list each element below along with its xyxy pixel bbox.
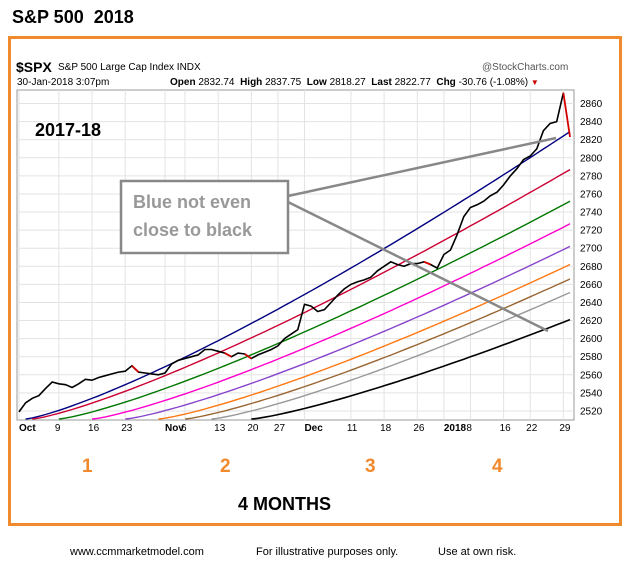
moving-average-line-4 bbox=[91, 223, 571, 420]
price-down-segment bbox=[423, 260, 431, 266]
x-tick-label: 2018 bbox=[444, 423, 467, 434]
plot-area bbox=[16, 89, 575, 421]
moving-average-line-9 bbox=[251, 318, 571, 420]
chart-description: S&P 500 Large Cap Index INDX bbox=[58, 62, 201, 73]
y-tick-label: 2800 bbox=[580, 153, 603, 164]
y-tick-label: 2780 bbox=[580, 171, 603, 182]
stockcharts-brand: @StockCharts.com bbox=[482, 62, 569, 73]
x-tick-label: 22 bbox=[526, 423, 538, 434]
arrow-to-blue bbox=[287, 136, 557, 198]
y-tick-label: 2760 bbox=[580, 189, 603, 200]
y-tick-label: 2620 bbox=[580, 316, 603, 327]
x-tick-label: 27 bbox=[274, 423, 286, 434]
y-tick-label: 2540 bbox=[580, 388, 603, 399]
x-tick-label: 13 bbox=[214, 423, 226, 434]
y-tick-label: 2840 bbox=[580, 117, 603, 128]
moving-average-line-7 bbox=[184, 278, 571, 420]
y-tick-label: 2680 bbox=[580, 262, 603, 273]
x-tick-label: 18 bbox=[380, 423, 392, 434]
period-label-3: 3 bbox=[365, 456, 376, 477]
x-tick-label: 11 bbox=[347, 423, 358, 434]
y-tick-label: 2580 bbox=[580, 352, 603, 363]
open-label: Open bbox=[170, 77, 196, 88]
callout-line-1: Blue not even bbox=[133, 192, 251, 212]
moving-average-line-6 bbox=[158, 263, 571, 420]
x-tick-label: 20 bbox=[247, 423, 259, 434]
x-tick-label: 29 bbox=[559, 423, 571, 434]
callout-line-2: close to black bbox=[133, 220, 253, 240]
moving-average-line-1 bbox=[25, 131, 571, 420]
chart-frame bbox=[8, 36, 622, 526]
y-tick-label: 2740 bbox=[580, 208, 603, 219]
chart-symbol: $SPX bbox=[16, 59, 52, 75]
arrow-to-black bbox=[287, 200, 549, 333]
callout-box bbox=[119, 179, 290, 255]
open-value: 2832.74 bbox=[198, 77, 235, 88]
price-down-segment bbox=[562, 92, 571, 138]
period-label-4: 4 bbox=[492, 456, 503, 477]
x-tick-label: 16 bbox=[500, 423, 512, 434]
high-value: 2837.75 bbox=[265, 77, 302, 88]
y-tick-label: 2720 bbox=[580, 226, 603, 237]
footer-site: www.ccmmarketmodel.com bbox=[70, 546, 204, 558]
chart-datetime: 30-Jan-2018 3:07pm bbox=[17, 77, 110, 88]
moving-average-line-5 bbox=[125, 245, 571, 420]
period-annotation: 2017-18 bbox=[35, 120, 101, 140]
x-tick-label: 8 bbox=[466, 423, 472, 434]
price-down-segment bbox=[244, 353, 252, 360]
footer-note-risk: Use at own risk. bbox=[438, 546, 517, 558]
x-tick-label: 6 bbox=[181, 423, 187, 434]
y-tick-label: 2640 bbox=[580, 298, 603, 309]
y-tick-label: 2860 bbox=[580, 99, 603, 110]
y-tick-label: 2520 bbox=[580, 406, 603, 417]
x-tick-label: 26 bbox=[413, 423, 425, 434]
x-tick-label: 16 bbox=[88, 423, 100, 434]
chg-value: -30.76 (-1.08%) bbox=[458, 77, 529, 88]
y-tick-label: 2660 bbox=[580, 280, 603, 291]
x-tick-label: Nov bbox=[165, 423, 184, 434]
chg-label: Chg bbox=[436, 77, 456, 88]
quote-bar: Open 2832.74 High 2837.75 Low 2818.27 La… bbox=[170, 77, 539, 88]
down-triangle-icon: ▼ bbox=[530, 78, 539, 87]
months-label: 4 MONTHS bbox=[238, 494, 332, 514]
y-tick-label: 2700 bbox=[580, 244, 603, 255]
y-tick-label: 2820 bbox=[580, 135, 603, 146]
price-down-segment bbox=[131, 365, 140, 373]
x-tick-label: Oct bbox=[19, 423, 36, 434]
price-line bbox=[18, 92, 565, 413]
x-tick-label: Dec bbox=[304, 423, 323, 434]
moving-average-line-3 bbox=[58, 200, 571, 420]
footer-note-illustrative: For illustrative purposes only. bbox=[256, 546, 399, 558]
last-label: Last bbox=[371, 77, 392, 88]
x-tick-label: 9 bbox=[55, 423, 61, 434]
period-label-2: 2 bbox=[220, 456, 231, 477]
y-tick-label: 2560 bbox=[580, 370, 603, 381]
low-value: 2818.27 bbox=[329, 77, 366, 88]
period-label-1: 1 bbox=[82, 456, 93, 477]
last-value: 2822.77 bbox=[394, 77, 431, 88]
high-label: High bbox=[240, 77, 263, 88]
y-tick-label: 2600 bbox=[580, 334, 603, 345]
page-title: S&P 500 2018 bbox=[12, 7, 134, 27]
low-label: Low bbox=[306, 77, 327, 88]
x-tick-label: 23 bbox=[121, 423, 133, 434]
moving-average-line-8 bbox=[211, 291, 571, 420]
price-down-segment bbox=[224, 352, 232, 358]
